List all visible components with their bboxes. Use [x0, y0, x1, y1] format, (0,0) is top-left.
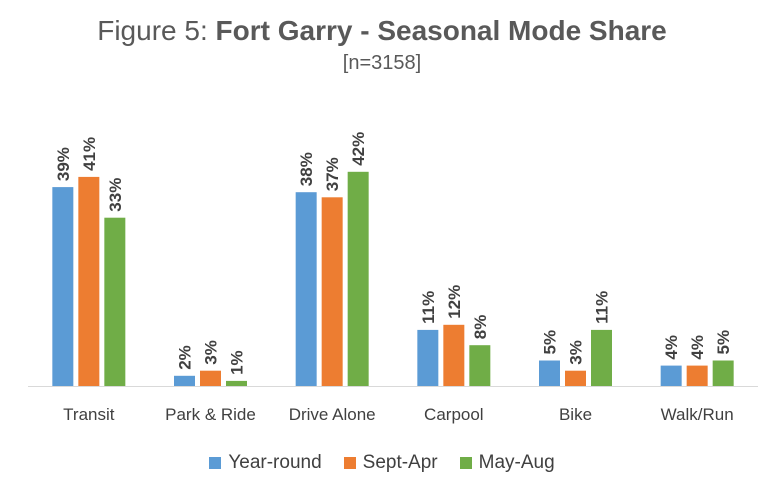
legend: Year-round Sept-Apr May-Aug [0, 452, 764, 474]
bar-may-aug-transit [104, 217, 126, 386]
bar-may-aug-walk-run [712, 360, 734, 386]
data-label: 4% [662, 335, 681, 360]
category-label: Transit [63, 405, 115, 424]
data-label: 41% [80, 137, 99, 171]
legend-item: Year-round [209, 452, 322, 474]
data-label: 33% [106, 178, 125, 212]
bar-may-aug-carpool [469, 345, 491, 386]
bar-year-round-walk-run [660, 365, 682, 386]
data-label: 38% [297, 152, 316, 186]
data-label: 12% [445, 285, 464, 319]
bar-may-aug-park-ride [226, 380, 247, 386]
data-label: 37% [323, 157, 342, 191]
legend-item: Sept-Apr [343, 452, 438, 474]
category-label: Walk/Run [661, 405, 734, 424]
category-label: Park & Ride [165, 405, 256, 424]
data-label: 1% [228, 350, 247, 375]
bar-sept-apr-carpool [443, 324, 465, 386]
legend-swatch [459, 457, 472, 469]
chart-title: Figure 5: Fort Garry - Seasonal Mode Sha… [0, 14, 764, 48]
title-main: Fort Garry - Seasonal Mode Share [215, 15, 667, 46]
bar-sept-apr-bike [565, 370, 586, 386]
data-label: 4% [688, 335, 707, 360]
legend-label: Sept-Apr [362, 452, 438, 473]
bar-year-round-drive-alone [295, 192, 317, 386]
bar-may-aug-drive-alone [347, 171, 369, 386]
legend-swatch [209, 457, 222, 469]
chart-subtitle: [n=3158] [342, 52, 422, 74]
bar-year-round-bike [539, 360, 560, 386]
bar-sept-apr-park-ride [200, 370, 221, 386]
data-label: 11% [593, 291, 612, 324]
title-prefix: Figure 5: [97, 15, 216, 46]
bar-sept-apr-walk-run [686, 365, 708, 386]
bar-chart: 39% 41% 33% Transit 2% 3% 1% Park & Ride 38% 37% 4… [28, 132, 758, 424]
data-label: 5% [714, 330, 733, 355]
data-label: 5% [541, 330, 560, 355]
bar-may-aug-bike [591, 329, 612, 386]
category-label: Bike [559, 405, 592, 424]
data-label: 3% [202, 340, 221, 365]
legend-label: May-Aug [478, 452, 555, 473]
category-label: Drive Alone [289, 405, 376, 424]
bar-year-round-transit [52, 187, 74, 386]
legend-label: Year-round [228, 452, 322, 473]
bar-sept-apr-drive-alone [321, 197, 343, 386]
legend-item: May-Aug [459, 452, 555, 474]
data-label: 39% [54, 147, 73, 181]
bar-year-round-carpool [417, 329, 439, 386]
data-label: 3% [567, 340, 586, 365]
data-label: 2% [176, 345, 195, 370]
data-label: 11% [419, 291, 438, 324]
legend-swatch [343, 457, 356, 469]
bar-year-round-park-ride [174, 375, 195, 386]
category-label: Carpool [424, 405, 484, 424]
bar-sept-apr-transit [78, 176, 100, 386]
data-label: 42% [349, 132, 368, 166]
data-label: 8% [471, 315, 490, 340]
